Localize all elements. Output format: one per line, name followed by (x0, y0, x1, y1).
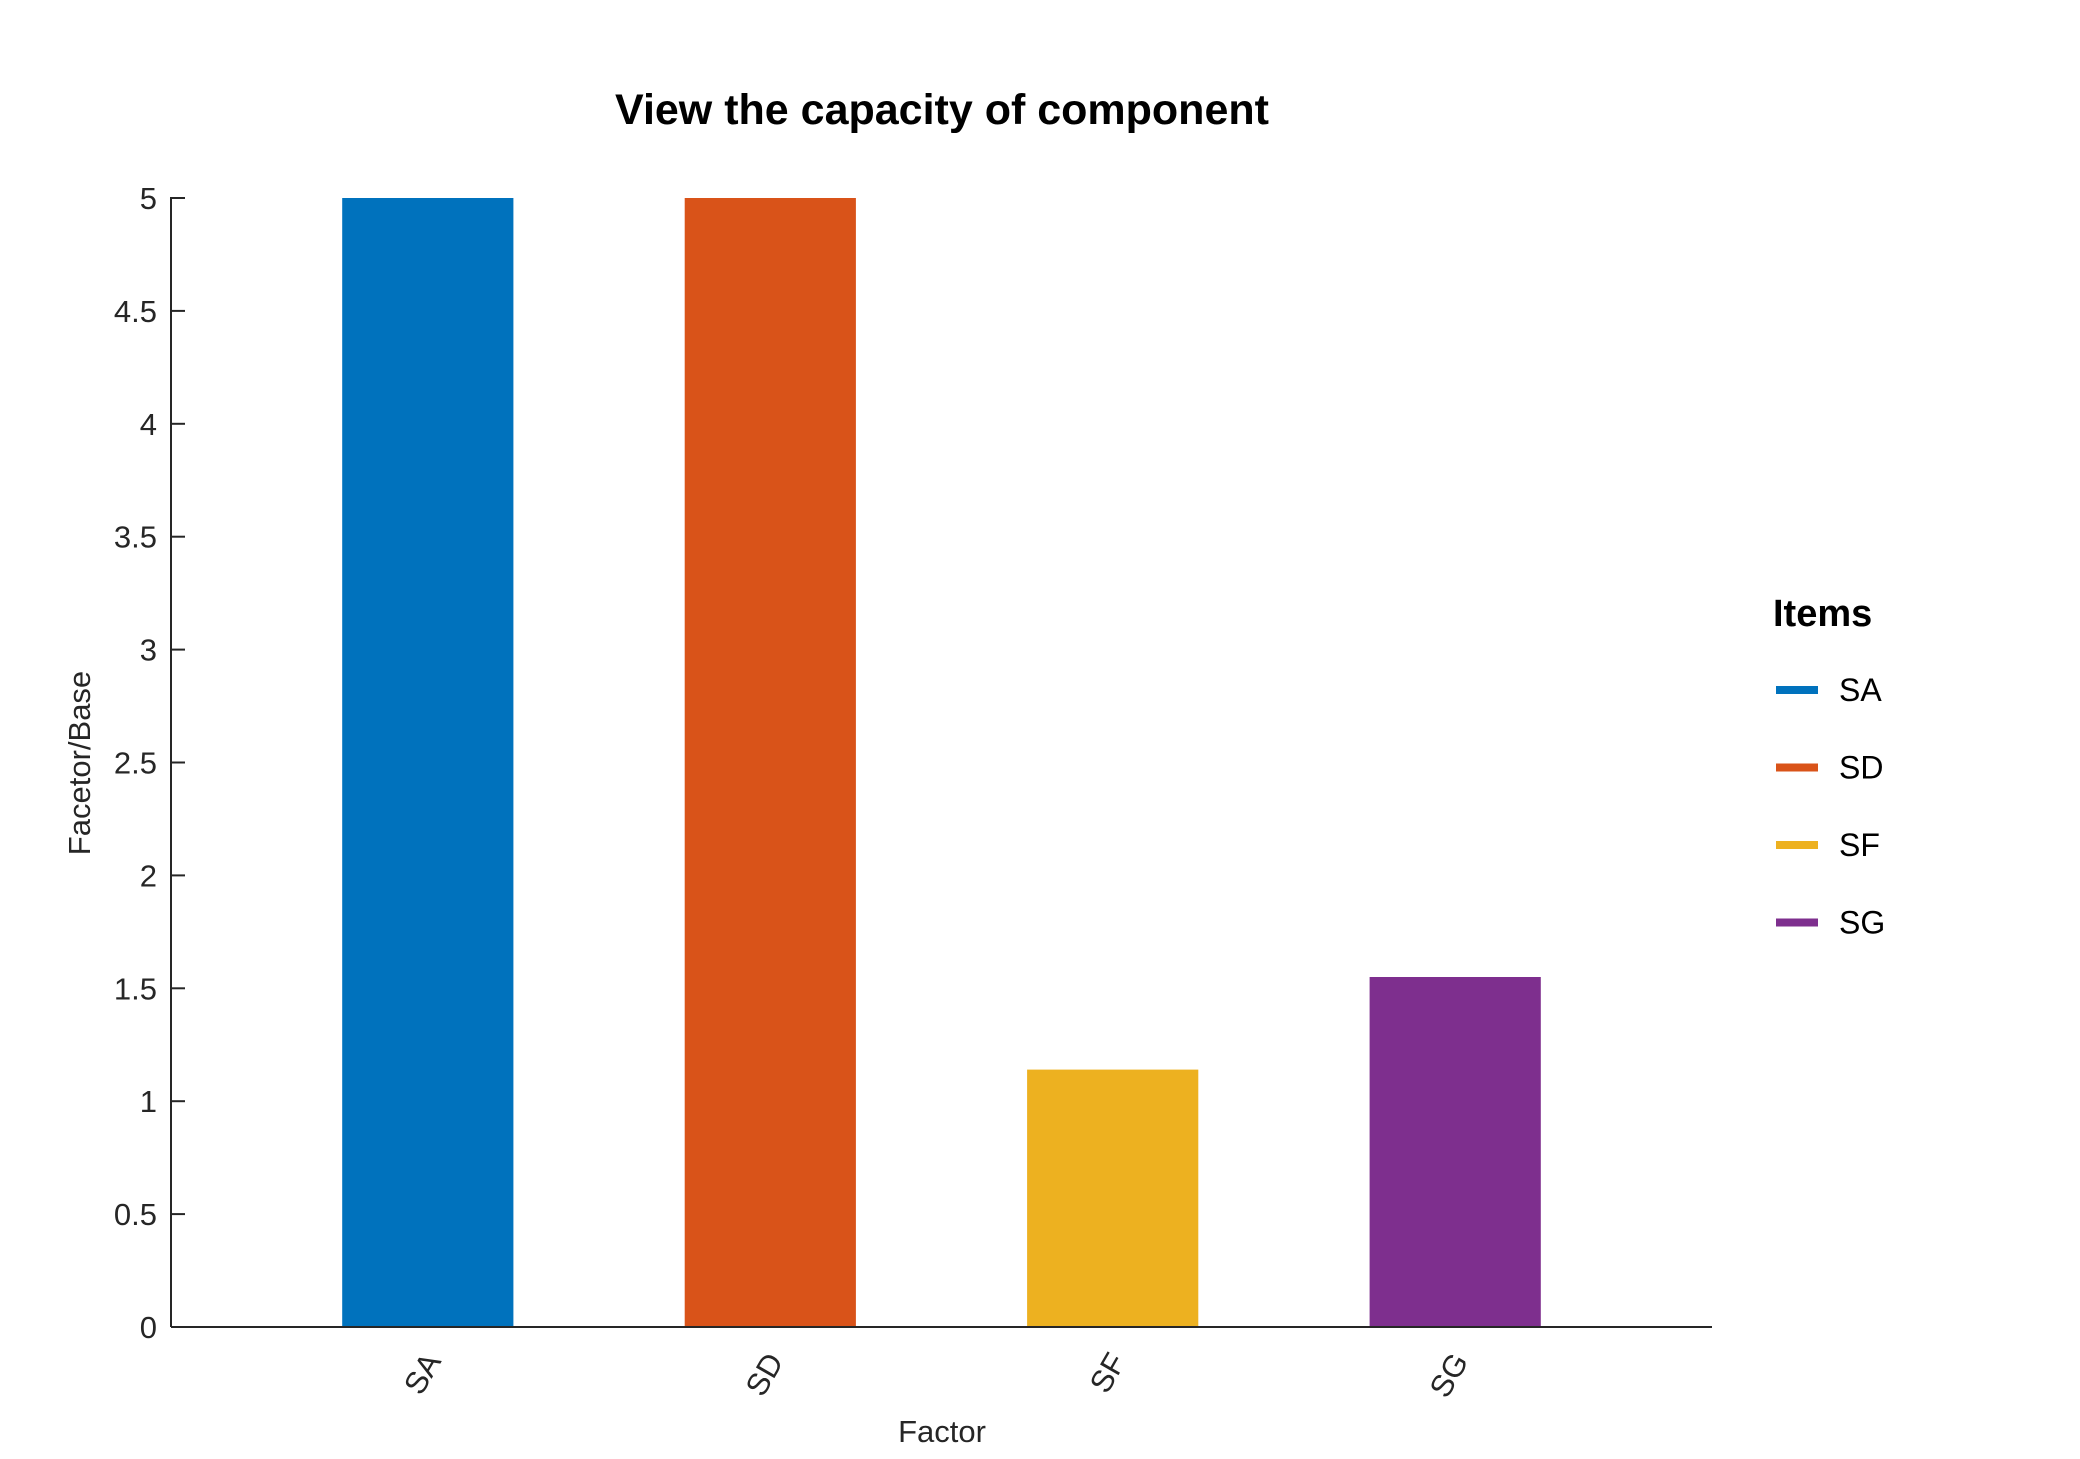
y-axis: 0 0.5 1 1.5 2 2.5 3 3.5 4 4.5 5 (114, 181, 185, 1345)
y-tick-label: 0 (140, 1310, 157, 1345)
y-tick-label: 1 (140, 1084, 157, 1119)
y-tick-label: 2.5 (114, 746, 157, 781)
chart-title: View the capacity of component (615, 86, 1269, 134)
x-tick-label-sd: SD (739, 1347, 791, 1402)
y-tick-label: 0.5 (114, 1197, 157, 1232)
x-axis: SA SD SF SG (171, 1326, 1712, 1403)
legend-label-sf: SF (1839, 827, 1880, 863)
x-tick-label-sg: SG (1423, 1347, 1476, 1403)
y-tick-label: 4 (140, 407, 157, 442)
x-tick-label-sa: SA (397, 1347, 448, 1401)
legend-label-sg: SG (1839, 905, 1885, 941)
legend-label-sa: SA (1839, 672, 1882, 708)
bar-sg (1369, 977, 1541, 1327)
bar-sd (684, 198, 856, 1327)
bar-sf (1027, 1069, 1199, 1327)
bars-layer (342, 198, 1541, 1327)
y-tick-label: 5 (140, 181, 157, 216)
legend-label-sd: SD (1839, 750, 1883, 786)
x-axis-label: Factor (898, 1414, 986, 1449)
legend-title: Items (1773, 593, 1872, 635)
bar-sa (342, 198, 514, 1327)
y-tick-label: 2 (140, 858, 157, 893)
y-tick-label: 1.5 (114, 971, 157, 1006)
legend: Items SA SD SF SG (1773, 593, 1885, 941)
y-tick-label: 4.5 (114, 294, 157, 329)
y-axis-label: Facetor/Base (62, 671, 97, 855)
legend-entries: SA SD SF SG (1776, 672, 1885, 941)
x-tick-label-sf: SF (1083, 1347, 1133, 1399)
y-tick-label: 3.5 (114, 520, 157, 555)
y-tick-label: 3 (140, 633, 157, 668)
